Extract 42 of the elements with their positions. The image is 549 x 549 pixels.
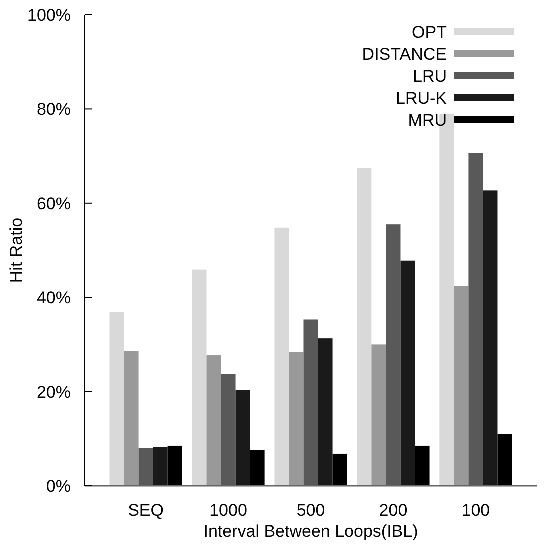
bar (192, 270, 207, 486)
bar (274, 228, 290, 486)
y-tick-label: 0% (46, 476, 71, 496)
bar (318, 338, 333, 486)
bar (454, 286, 469, 486)
bar (289, 352, 304, 486)
y-tick-label: 80% (36, 100, 71, 120)
bar (221, 374, 236, 486)
bar (483, 190, 498, 486)
bar (110, 312, 124, 486)
x-tick-label: SEQ (128, 501, 164, 520)
bar (468, 153, 484, 486)
x-tick-label: 100 (462, 501, 490, 520)
legend-label: OPT (412, 22, 447, 42)
bar (236, 390, 250, 486)
legend-label: DISTANCE (362, 44, 447, 64)
legend-label: LRU-K (396, 88, 448, 108)
bar (357, 168, 372, 486)
bar (372, 344, 386, 486)
y-tick-label: 20% (36, 382, 71, 402)
x-tick-label: 500 (296, 501, 326, 520)
bar (400, 260, 416, 486)
x-tick-label: 1000 (210, 501, 248, 520)
y-axis-title: Hit Ratio (7, 218, 26, 284)
bar (124, 351, 139, 486)
bar (138, 448, 154, 486)
bar (415, 446, 430, 486)
bar (498, 434, 512, 486)
bar (250, 450, 265, 486)
bar (332, 454, 348, 486)
x-axis-title: Interval Between Loops(IBL) (204, 522, 418, 541)
legend-label: MRU (408, 110, 447, 130)
y-tick-label: 100% (28, 6, 71, 25)
bar (206, 356, 222, 486)
y-tick-label: 40% (36, 288, 71, 308)
y-tick-label: 60% (36, 194, 71, 214)
bar (168, 446, 182, 486)
bar (386, 224, 401, 486)
legend-label: LRU (412, 66, 447, 86)
bar (153, 447, 168, 486)
bar (304, 320, 318, 486)
x-tick-label: 200 (379, 501, 408, 520)
